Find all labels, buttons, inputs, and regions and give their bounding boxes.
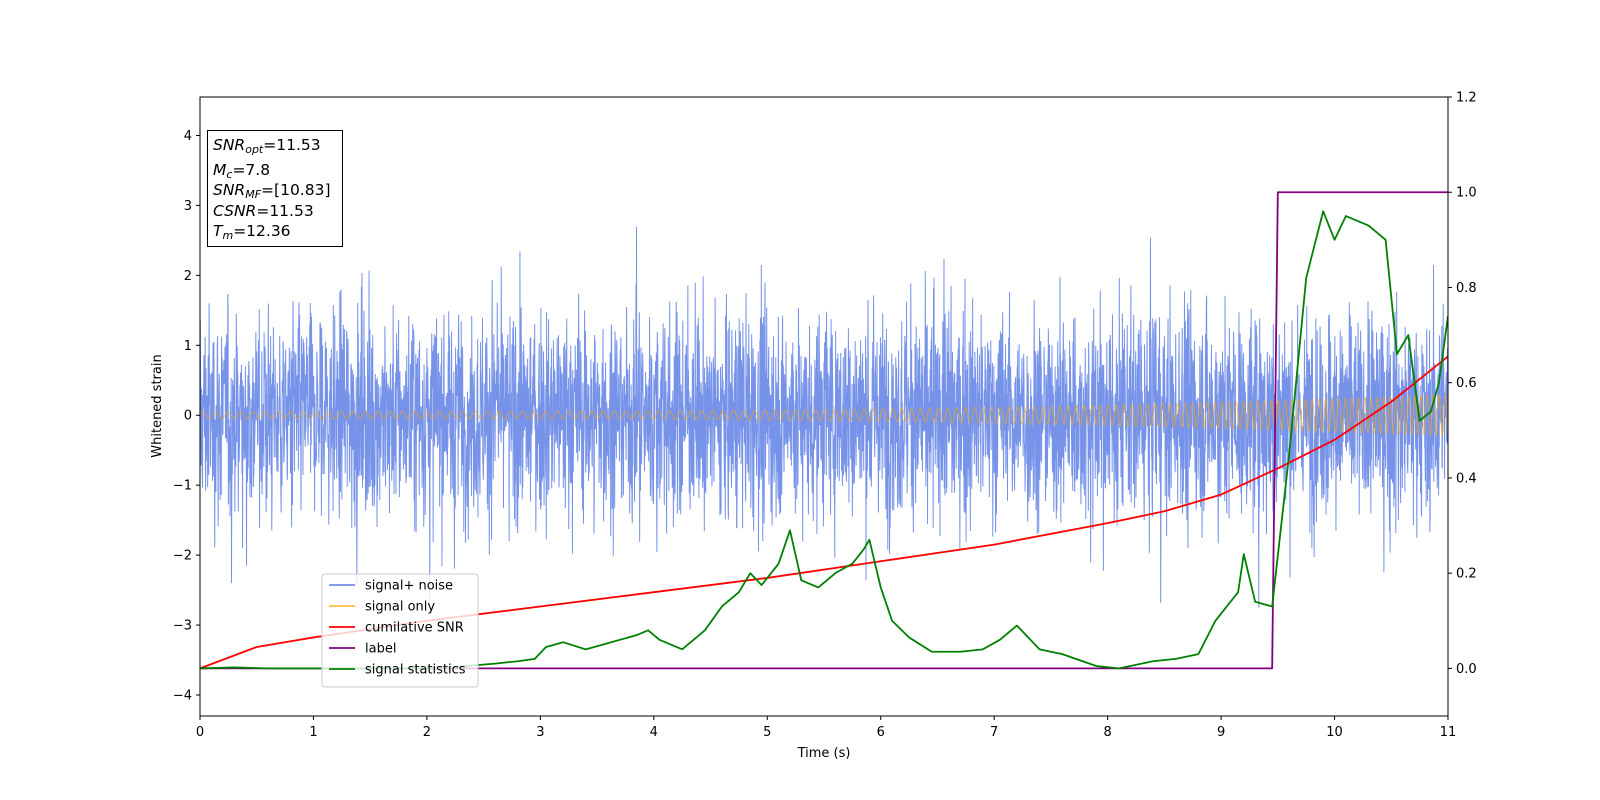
y-right-tick-label: 0.2: [1456, 567, 1477, 582]
plot-frame: [199, 96, 1449, 717]
y-right-tick-label: 0.0: [1456, 662, 1477, 677]
y-left-tick-label: 4: [184, 129, 192, 144]
legend-box: [321, 573, 479, 688]
y-left-tick-label: 3: [184, 199, 192, 214]
y-left-tick-label: 2: [184, 269, 192, 284]
snr-mf-line: SNRMF=[10.83]: [213, 181, 331, 201]
signal-statistics-line: [200, 210, 1448, 670]
x-tick-label: 4: [650, 725, 658, 740]
tm-line: Tm=12.36: [213, 222, 291, 242]
y-axis-label: Whitened strain: [150, 354, 165, 457]
signal-plus-noise-line: [200, 226, 1448, 608]
y-right-tick-label: 0.8: [1456, 281, 1477, 296]
y-left-tick-label: −3: [173, 619, 192, 634]
x-tick-label: 1: [309, 725, 317, 740]
y-right-tick-label: 0.6: [1456, 376, 1477, 391]
y-left-tick-label: −1: [173, 479, 192, 494]
y-left-tick-label: −4: [173, 689, 192, 704]
x-tick-label: 2: [423, 725, 431, 740]
snr-opt-line: SNRopt=11.53: [213, 136, 321, 156]
legend-entry: label: [365, 642, 396, 657]
x-tick-label: 6: [877, 725, 885, 740]
y-left-tick-label: 1: [184, 339, 192, 354]
legend-entry: cumilative SNR: [365, 621, 464, 636]
x-tick-label: 10: [1326, 725, 1343, 740]
legend-entry: signal statistics: [365, 663, 466, 678]
y-axis-right: 0.0 0.2 0.4 0.6 0.8 1.0 1.2: [1448, 91, 1477, 677]
y-left-tick-label: 0: [184, 409, 192, 424]
x-tick-label: 3: [536, 725, 544, 740]
x-tick-label: 5: [763, 725, 771, 740]
x-tick-label: 8: [1103, 725, 1111, 740]
x-tick-label: 7: [990, 725, 998, 740]
x-tick-label: 11: [1440, 725, 1457, 740]
x-axis: 0 1 2 3 4 5 6 7 8 9 10 11: [196, 716, 1456, 740]
mc-line: Mc=7.8: [213, 160, 271, 181]
label-line: [200, 191, 1448, 670]
csnr-line: CSNR=11.53: [213, 201, 314, 220]
y-right-tick-label: 0.4: [1456, 471, 1477, 486]
y-right-tick-label: 1.0: [1456, 186, 1477, 201]
y-right-tick-label: 1.2: [1456, 91, 1477, 106]
legend-entry: signal only: [365, 600, 435, 615]
y-axis-left: −4 −3 −2 −1 0 1 2 3 4: [173, 129, 200, 704]
signal-only-line: [200, 392, 1448, 437]
info-box: SNRopt=11.53 Mc=7.8 SNRMF=[10.83] CSNR=1…: [207, 130, 343, 247]
legend-entry: signal+ noise: [365, 579, 453, 594]
x-tick-label: 0: [196, 725, 204, 740]
x-tick-label: 9: [1217, 725, 1225, 740]
legend: signal+ noise signal only cumilative SNR la…: [321, 573, 479, 688]
y-left-tick-label: −2: [173, 549, 192, 564]
x-axis-label: Time (s): [797, 746, 851, 761]
